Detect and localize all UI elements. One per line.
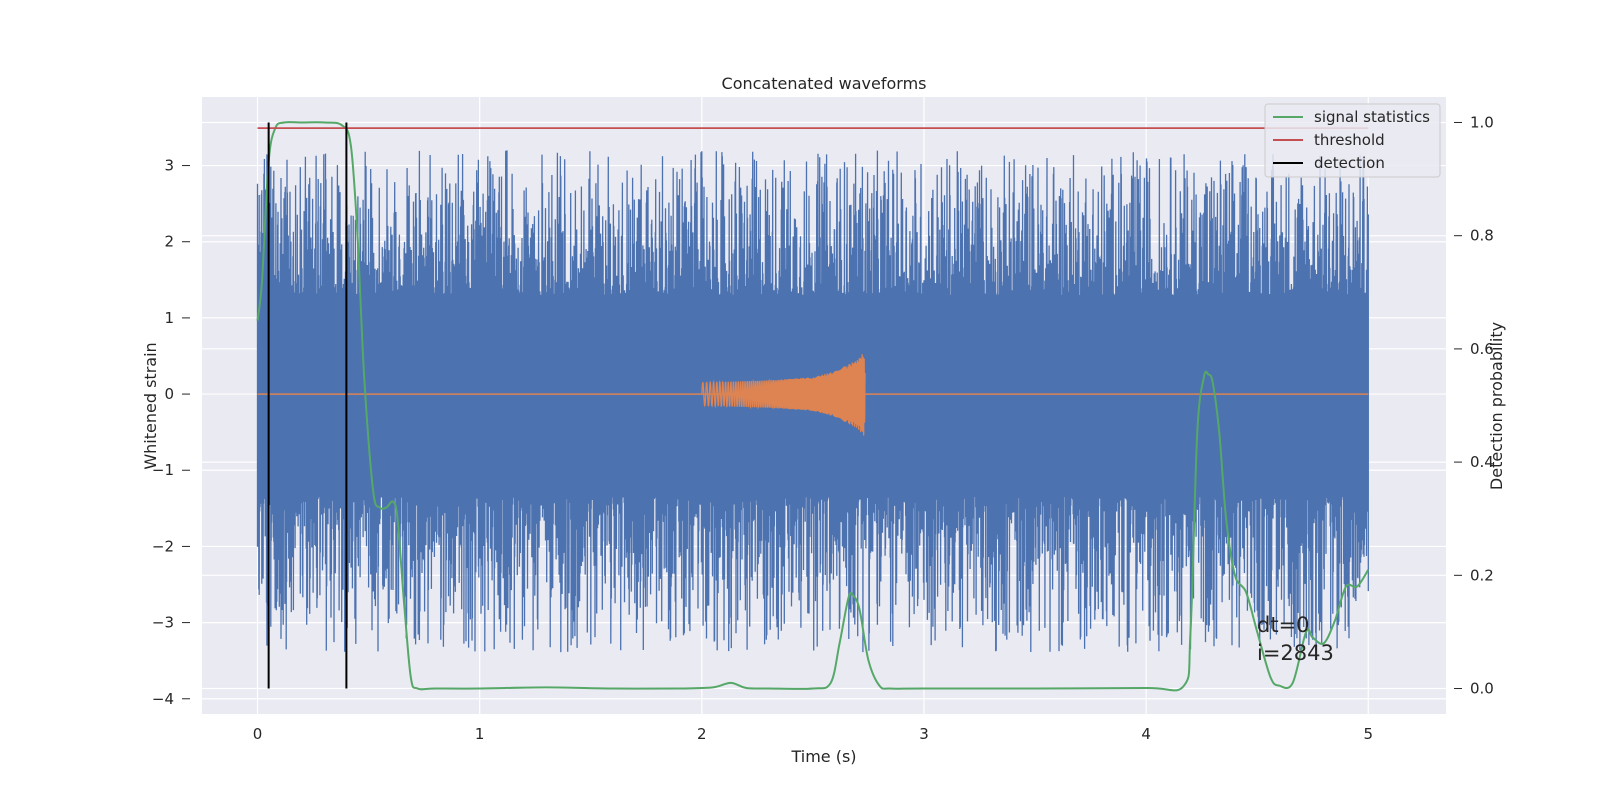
y-tick-label: 0 [164, 385, 174, 403]
x-tick-label: 1 [475, 725, 485, 743]
x-axis-label: Time (s) [790, 747, 856, 766]
y-tick-label: −2 [152, 537, 174, 555]
y2-tick-label: 0.6 [1470, 340, 1494, 358]
y2-tick-label: 0.2 [1470, 566, 1494, 584]
signal-statistics-series [256, 121, 1370, 692]
y-tick-label: 1 [164, 309, 174, 327]
x-tick-label: 2 [697, 725, 707, 743]
y-tick-label: 3 [164, 157, 174, 175]
y-tick-label: −3 [152, 614, 174, 632]
y-tick-label: −4 [152, 690, 174, 708]
y2-tick-label: 0.4 [1470, 453, 1494, 471]
legend-label-threshold: threshold [1314, 131, 1385, 149]
signal-statistics-line [256, 121, 1370, 692]
x-tick-label: 3 [919, 725, 929, 743]
detection-series [267, 122, 348, 689]
legend-label-detection: detection [1314, 154, 1385, 172]
tick-labels: 0 1 2 3 4 5 −4 −3 −2 −1 0 1 2 3 0.0 0.2 0.4 0.6 0.8 1.0 [152, 113, 1494, 743]
legend-box [1264, 103, 1441, 178]
y-tick-label: 2 [164, 233, 174, 251]
y2-tick-label: 1.0 [1470, 113, 1494, 131]
x-tick-label: 5 [1363, 725, 1373, 743]
y2-axis-label: Detection probability [1487, 322, 1506, 490]
x-tick-label: 0 [253, 725, 263, 743]
annotation-index: i=2843 [1257, 641, 1334, 665]
y2-tick-label: 0.0 [1470, 680, 1494, 698]
legend-label-signal-statistics: signal statistics [1314, 108, 1430, 126]
chart-title: Concatenated waveforms [722, 74, 927, 93]
waveform-series [257, 354, 1369, 436]
y-axis-label: Whitened strain [141, 342, 160, 469]
x-tick-label: 4 [1141, 725, 1151, 743]
annotation-dt: dt=0 [1257, 613, 1310, 637]
waveform-chirp [701, 354, 866, 436]
legend: signal statistics threshold detection [1264, 103, 1441, 178]
y2-tick-label: 0.8 [1470, 227, 1494, 245]
y-tick-label: −1 [152, 461, 174, 479]
